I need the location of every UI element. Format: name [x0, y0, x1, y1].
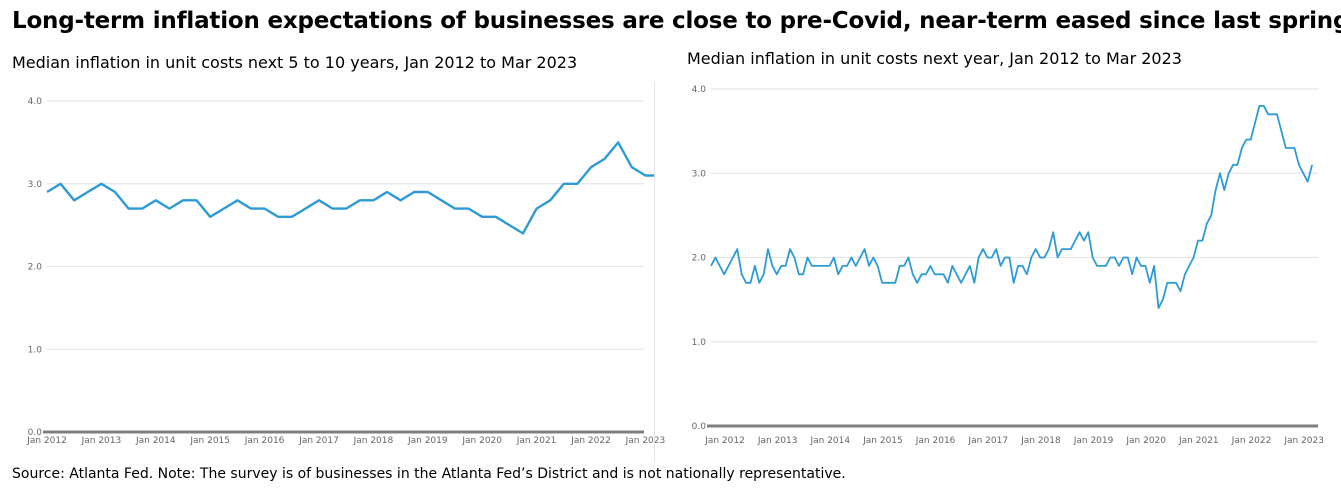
x-tick-label: Jan 2022	[1231, 436, 1272, 446]
y-tick-label: 3.0	[28, 180, 43, 190]
x-tick-label: Jan 2014	[809, 436, 850, 446]
y-tick-label: 4.0	[692, 85, 707, 95]
y-tick-label: 0.0	[28, 428, 43, 438]
y-tick-label: 1.0	[692, 338, 707, 348]
y-tick-label: 2.0	[28, 263, 43, 273]
x-tick-label: Jan 2020	[1125, 436, 1166, 446]
x-tick-label: Jan 2021	[516, 436, 557, 446]
near-term-inflation-chart: 0.0 1.0 2.0 3.0 4.0 Jan 2012 Jan 2013 Jan 2014 J…	[692, 85, 1324, 446]
y-tick-label: 2.0	[692, 254, 707, 264]
x-tick-label: Jan 2023	[625, 436, 666, 446]
x-tick-label: Jan 2015	[862, 436, 903, 446]
y-tick-label: 0.0	[692, 422, 707, 432]
x-tick-label: Jan 2013	[757, 436, 798, 446]
x-tick-label: Jan 2018	[1020, 436, 1061, 446]
y-tick-label: 4.0	[28, 97, 43, 107]
series-line	[46, 141, 655, 235]
series-line	[710, 104, 1313, 310]
x-tick-label: Jan 2021	[1178, 436, 1219, 446]
x-tick-label: Jan 2023	[1283, 436, 1324, 446]
x-tick-label: Jan 2022	[570, 436, 611, 446]
x-tick-label: Jan 2016	[244, 436, 285, 446]
page-title: Long-term inflation expectations of busi…	[12, 8, 1341, 34]
long-term-inflation-chart: 0.0 1.0 2.0 3.0 4.0 Jan 2012 Jan 2013 Jan 2014 J…	[26, 97, 665, 446]
x-tick-label: Jan 2012	[26, 436, 67, 446]
x-tick-label: Jan 2014	[135, 436, 176, 446]
x-tick-label: Jan 2015	[189, 436, 230, 446]
y-tick-label: 1.0	[28, 345, 43, 355]
x-tick-label: Jan 2020	[461, 436, 502, 446]
x-tick-label: Jan 2013	[81, 436, 122, 446]
x-tick-label: Jan 2012	[704, 436, 745, 446]
chart-divider	[654, 82, 655, 462]
y-tick-label: 3.0	[692, 169, 707, 179]
x-tick-label: Jan 2017	[967, 436, 1008, 446]
x-tick-label: Jan 2017	[298, 436, 339, 446]
x-tick-label: Jan 2019	[1073, 436, 1114, 446]
x-tick-label: Jan 2019	[407, 436, 448, 446]
source-note: Source: Atlanta Fed. Note: The survey is…	[12, 466, 846, 482]
right-chart-title: Median inflation in unit costs next year…	[687, 49, 1182, 68]
left-chart-title: Median inflation in unit costs next 5 to…	[12, 53, 578, 72]
x-tick-label: Jan 2018	[353, 436, 394, 446]
x-tick-label: Jan 2016	[915, 436, 956, 446]
